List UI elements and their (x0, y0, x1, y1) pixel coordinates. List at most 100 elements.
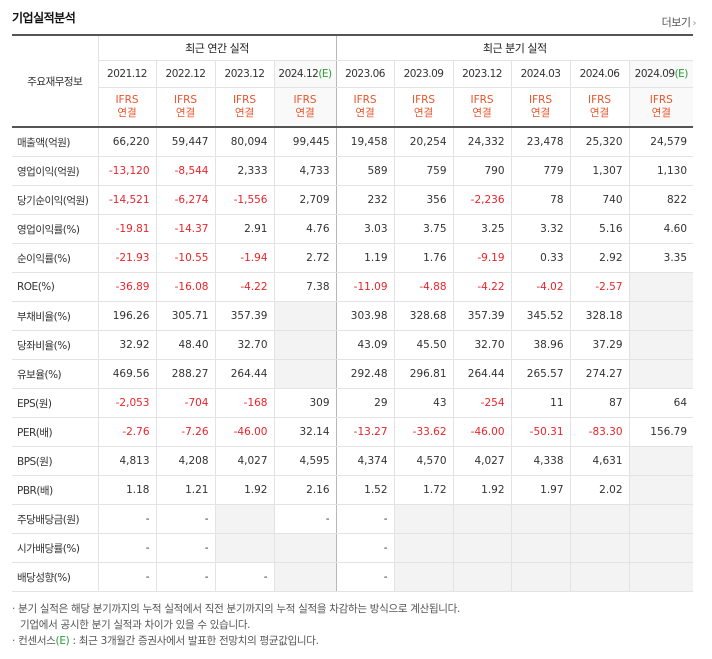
table-cell: 64 (628, 388, 694, 418)
table-cell: 1.21 (155, 475, 216, 505)
row-label: 유보율(%) (12, 359, 99, 389)
footnote-1: · 분기 실적은 해당 분기까지의 누적 실적에서 직전 분기까지의 누적 실적… (12, 603, 461, 615)
table-row: 매출액(억원) 66,220 59,447 80,094 99,445 19,458 20,… (12, 126, 694, 157)
quarter-group-header: 최근 분기 실적 (335, 34, 694, 61)
row-label: EPS(원) (12, 388, 99, 418)
table-cell: -13,120 (97, 156, 157, 186)
row-label: 배당성향(%) (12, 562, 99, 592)
table-cell: 4,338 (510, 446, 571, 476)
table-cell: -2,053 (97, 388, 157, 418)
table-row: 부채비율(%) 196.26 305.71 357.39 303.98 328.68 357… (12, 301, 694, 331)
table-cell: 1.72 (393, 475, 454, 505)
table-cell: 24,332 (452, 126, 512, 157)
table-cell: 0.33 (510, 243, 571, 273)
table-cell: -46.00 (452, 417, 512, 447)
table-cell: 24,579 (628, 126, 694, 157)
table-cell: - (97, 504, 157, 534)
table-cell: 4,027 (214, 446, 275, 476)
financial-table: 주요재무정보 최근 연간 실적 최근 분기 실적 2021.12 2022.12 2… (12, 34, 694, 592)
table-cell: -83.30 (569, 417, 630, 447)
table-cell (214, 504, 275, 534)
table-cell: 38.96 (510, 330, 571, 360)
estimate-mark: (E) (674, 68, 689, 80)
table-cell: -8,544 (155, 156, 216, 186)
table-cell: 1.18 (97, 475, 157, 505)
table-cell: -9.19 (452, 243, 512, 273)
table-cell (628, 562, 694, 592)
table-row: 영업이익률(%) -19.81 -14.37 2.91 4.76 3.03 3.75 3.25… (12, 214, 694, 244)
table-cell: -2.57 (569, 272, 630, 302)
table-cell: 790 (452, 156, 512, 186)
table-cell: - (155, 504, 216, 534)
table-row: PER(배) -2.76 -7.26 -46.00 32.14 -13.27 -33.62-… (12, 417, 694, 447)
table-cell: 66,220 (97, 126, 157, 157)
table-row: 배당성향(%) - - - - (12, 562, 694, 592)
table-cell: -704 (155, 388, 216, 418)
table-cell: -254 (452, 388, 512, 418)
table-cell: -46.00 (214, 417, 275, 447)
table-cell: 469.56 (97, 359, 157, 389)
table-cell: 3.03 (335, 214, 395, 244)
table-cell: -4.22 (452, 272, 512, 302)
period-header: 2023.12 (452, 60, 512, 88)
more-label: 더보기 (661, 16, 691, 29)
table-cell: 2.91 (214, 214, 275, 244)
table-cell (273, 562, 337, 592)
table-cell (452, 562, 512, 592)
table-cell: -2.76 (97, 417, 157, 447)
table-cell: 59,447 (155, 126, 216, 157)
table-cell (628, 330, 694, 360)
row-label: 영업이익(억원) (12, 156, 99, 186)
table-cell: -19.81 (97, 214, 157, 244)
table-cell: -168 (214, 388, 275, 418)
table-cell (452, 504, 512, 534)
period-header: 2024.12(E) (273, 60, 337, 88)
table-cell (273, 330, 337, 360)
table-cell: - (155, 562, 216, 592)
table-cell: - (335, 533, 395, 563)
ifrs-label: IFRS 연결 (569, 87, 630, 128)
table-cell (452, 533, 512, 563)
table-row: EPS(원) -2,053 -704 -168 309 29 43 -254 11 87 64 (12, 388, 694, 418)
table-cell: - (335, 562, 395, 592)
table-cell: -2,236 (452, 185, 512, 215)
table-cell: 288.27 (155, 359, 216, 389)
table-cell: 1,307 (569, 156, 630, 186)
row-label: 시가배당률(%) (12, 533, 99, 563)
table-cell: - (97, 562, 157, 592)
row-label: PER(배) (12, 417, 99, 447)
chevron-right-icon: › (692, 18, 697, 29)
table-cell: 43.09 (335, 330, 395, 360)
table-cell: 274.27 (569, 359, 630, 389)
table-cell: 43 (393, 388, 454, 418)
period-header: 2023.09 (393, 60, 454, 88)
table-cell: 4,570 (393, 446, 454, 476)
table-cell: 1.92 (214, 475, 275, 505)
table-cell: -21.93 (97, 243, 157, 273)
table-cell: 23,478 (510, 126, 571, 157)
table-cell: 2.92 (569, 243, 630, 273)
table-row: PBR(배) 1.18 1.21 1.92 2.16 1.52 1.72 1.92 1.97 2.… (12, 475, 694, 505)
table-cell: 99,445 (273, 126, 337, 157)
table-cell: 1.97 (510, 475, 571, 505)
table-cell: 779 (510, 156, 571, 186)
table-cell: - (214, 562, 275, 592)
table-cell: 1.52 (335, 475, 395, 505)
table-cell: -1.94 (214, 243, 275, 273)
more-link[interactable]: 더보기 › (661, 14, 697, 30)
table-cell: 32.70 (214, 330, 275, 360)
period-header: 2024.06 (569, 60, 630, 88)
row-label: BPS(원) (12, 446, 99, 476)
row-label: 순이익률(%) (12, 243, 99, 273)
row-label: 당좌비율(%) (12, 330, 99, 360)
table-cell: -13.27 (335, 417, 395, 447)
table-cell: 3.75 (393, 214, 454, 244)
table-cell: 1.92 (452, 475, 512, 505)
table-cell (628, 272, 694, 302)
table-cell: 32.70 (452, 330, 512, 360)
table-cell: 589 (335, 156, 395, 186)
table-cell: 48.40 (155, 330, 216, 360)
table-cell: -16.08 (155, 272, 216, 302)
table-cell: - (273, 504, 337, 534)
table-cell: -33.62 (393, 417, 454, 447)
